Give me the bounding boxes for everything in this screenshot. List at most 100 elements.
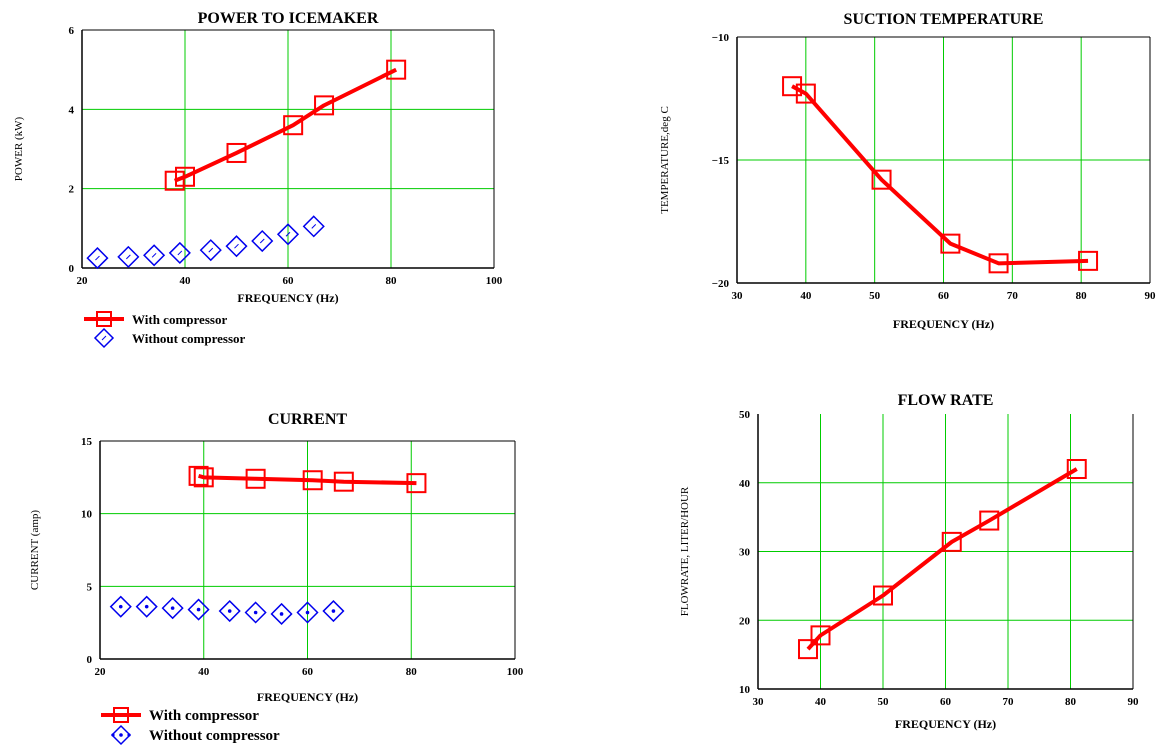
x-tick-label: 60	[940, 696, 952, 708]
data-point-square-0	[188, 465, 209, 486]
y-axis-label: TEMPERATURE,deg C	[659, 106, 671, 214]
data-point-diamond-1	[135, 595, 158, 618]
data-point-square-0	[164, 170, 185, 191]
data-point-square-1	[810, 625, 831, 646]
data-point-dot-5	[253, 610, 258, 615]
data-point-square-1	[193, 467, 214, 488]
data-point-diamond-4	[199, 239, 222, 262]
y-tick-label: −20	[712, 278, 730, 290]
legend: With compressor Without compressor	[101, 707, 280, 746]
data-point-diamond-7	[296, 601, 319, 624]
data-point-diamond-0	[86, 247, 109, 270]
data-point-tick-3	[177, 250, 183, 256]
y-axis-label: CURRENT (amp)	[29, 510, 41, 590]
data-point-dot-4	[227, 609, 232, 613]
data-point-square-legend	[96, 311, 112, 327]
data-point-square-4	[333, 471, 354, 492]
data-point-tick-8	[311, 223, 317, 229]
series-with-compressor	[782, 76, 1099, 274]
x-axis-label: FREQUENCY (Hz)	[893, 317, 994, 331]
series-without-compressor	[109, 595, 345, 626]
y-tick-label: 5	[87, 581, 93, 593]
data-point-diamond-3	[187, 598, 210, 621]
data-point-square-5	[1078, 250, 1099, 271]
x-tick-label: 80	[1076, 290, 1088, 302]
y-tick-label: 0	[87, 654, 93, 666]
data-point-square-3	[302, 470, 323, 491]
y-axis-label: POWER (kW)	[13, 116, 25, 181]
data-point-tick-2	[151, 252, 157, 258]
x-tick-label: 50	[878, 696, 890, 708]
data-point-tick-5	[234, 243, 239, 249]
data-point-tick-0	[95, 255, 100, 261]
data-point-square-4	[314, 95, 335, 116]
data-point-square-5	[1066, 459, 1087, 479]
y-tick-label: 6	[69, 25, 75, 37]
data-point-tick-4	[208, 247, 214, 253]
data-point-tick-legend	[101, 335, 107, 341]
series-line	[198, 473, 417, 486]
data-point-tick-6	[259, 238, 265, 244]
x-tick-label: 90	[1145, 290, 1157, 302]
data-point-square-0	[798, 639, 818, 660]
x-axis-label: FREQUENCY (Hz)	[237, 291, 338, 305]
y-tick-label: 50	[739, 409, 751, 421]
chart-title: SUCTION TEMPERATURE	[844, 11, 1044, 28]
data-point-square-2	[871, 169, 892, 190]
data-point-diamond-7	[276, 223, 300, 246]
x-tick-label: 40	[815, 696, 827, 708]
series-without-compressor	[86, 215, 325, 270]
x-tick-label: 80	[1065, 696, 1077, 708]
chart-power: 20 40 60 80 100 0 2 4 6 POWER TO ICEMAKER FREQUENC…	[13, 10, 503, 349]
data-point-diamond-8	[322, 599, 345, 623]
data-point-diamond-1	[117, 245, 140, 268]
y-axis-label: FLOWRATE, LITER/HOUR	[679, 486, 691, 616]
data-point-tick-1	[125, 254, 131, 260]
chart-flow: 30 40 50 60 70 80 90 10 20 30 40 50 FLOW RATE FREQUEN…	[679, 392, 1139, 731]
y-tick-label: 4	[69, 104, 75, 116]
x-tick-label: 20	[77, 275, 89, 287]
y-tick-label: 10	[81, 509, 93, 521]
data-point-dot-6	[279, 612, 284, 616]
data-point-dot-2	[170, 606, 175, 610]
data-point-square-3	[941, 531, 962, 552]
series-line	[791, 84, 1089, 266]
x-tick-label: 70	[1007, 290, 1019, 302]
x-tick-label: 100	[507, 666, 524, 678]
legend-dot	[111, 733, 115, 737]
data-point-diamond-4	[218, 599, 241, 623]
y-tick-label: 40	[739, 478, 751, 490]
chart-title: FLOW RATE	[898, 392, 994, 409]
y-tick-label: 15	[81, 436, 93, 448]
data-point-diamond-0	[109, 595, 132, 618]
data-point-dot-8	[331, 609, 336, 613]
data-point-square-2	[226, 142, 247, 163]
data-point-diamond-legend	[93, 327, 115, 349]
data-point-diamond-2	[161, 597, 184, 620]
x-tick-label: 60	[938, 290, 950, 302]
data-point-diamond-2	[143, 244, 166, 267]
x-tick-label: 60	[302, 666, 314, 678]
legend-label: With compressor	[149, 708, 259, 724]
data-point-dot-legend	[119, 733, 123, 737]
x-tick-label: 90	[1128, 696, 1140, 708]
data-point-dot-1	[144, 604, 149, 609]
legend-label: Without compressor	[149, 728, 280, 744]
data-point-diamond-5	[244, 601, 267, 624]
series-with-compressor	[188, 465, 427, 494]
chart-title: POWER TO ICEMAKER	[198, 10, 379, 27]
x-tick-label: 80	[406, 666, 418, 678]
data-point-diamond-8	[302, 215, 325, 238]
series-with-compressor	[164, 59, 407, 191]
data-point-square-4	[988, 253, 1009, 274]
x-tick-label: 40	[180, 275, 192, 287]
data-point-diamond-5	[225, 235, 248, 258]
data-point-tick-7	[285, 231, 291, 237]
y-tick-label: 30	[739, 547, 751, 559]
y-tick-label: 10	[739, 684, 751, 696]
data-point-diamond-6	[251, 229, 274, 253]
data-point-diamond-6	[270, 602, 293, 626]
x-axis-label: FREQUENCY (Hz)	[895, 717, 996, 731]
data-point-diamond-3	[168, 241, 191, 264]
data-point-square-3	[940, 233, 961, 254]
